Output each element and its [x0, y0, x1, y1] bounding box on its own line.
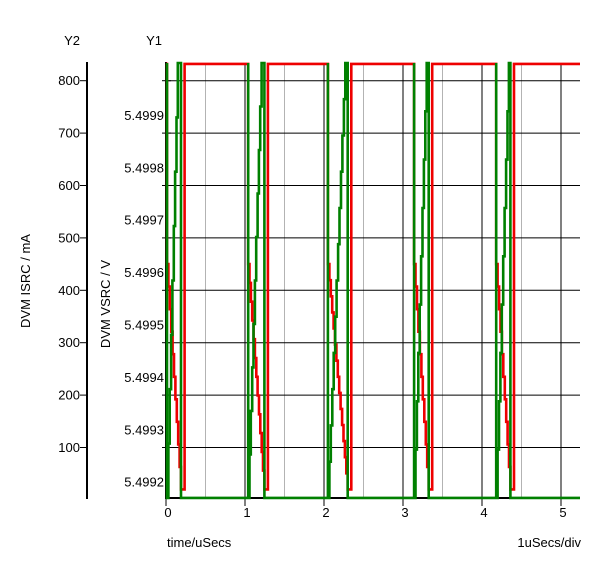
y2-axis-title: DVM ISRC / mA — [18, 234, 33, 328]
x-axis-title: time/uSecs — [167, 535, 232, 550]
y2-tick-label: 700 — [58, 126, 80, 141]
x-tick-label: 0 — [164, 505, 171, 520]
x-tick-label: 3 — [401, 505, 408, 520]
y2-tick-label: 200 — [58, 388, 80, 403]
y2-axis-name-label: Y2 — [64, 33, 80, 48]
trace-curves — [165, 61, 580, 500]
y2-tick-label: 600 — [58, 178, 80, 193]
y1-tick-label: 5.4998 — [124, 160, 164, 175]
y2-tick-label: 100 — [58, 440, 80, 455]
minor-gridlines — [205, 63, 522, 498]
y1-axis-title: DVM VSRC / V — [98, 260, 113, 348]
major-gridlines — [166, 63, 580, 498]
y2-tick-label: 300 — [58, 335, 80, 350]
y1-tick-label: 5.4992 — [124, 475, 164, 490]
y1-tick-label: 5.4994 — [124, 370, 164, 385]
y2-tick-label: 500 — [58, 230, 80, 245]
y1-axis-name-label: Y1 — [146, 33, 162, 48]
vsrc-trace — [165, 61, 580, 500]
isrc-trace — [165, 62, 580, 491]
y1-tick-label: 5.4996 — [124, 265, 164, 280]
y1-tick-label: 5.4997 — [124, 213, 164, 228]
y1-tick-label: 5.4993 — [124, 422, 164, 437]
x-axis-scale-label: 1uSecs/div — [517, 535, 581, 550]
x-tick-label: 4 — [480, 505, 487, 520]
x-tick-label: 2 — [322, 505, 329, 520]
axis-ticks — [80, 80, 562, 506]
y1-tick-label: 5.4999 — [124, 108, 164, 123]
y2-tick-label: 400 — [58, 283, 80, 298]
x-tick-label: 5 — [559, 505, 566, 520]
tick-labels: 800 700 600 500 400 300 200 100 5.4999 5.4998 5.49… — [58, 73, 566, 520]
y2-tick-label: 800 — [58, 73, 80, 88]
x-tick-label: 1 — [243, 505, 250, 520]
y1-tick-label: 5.4995 — [124, 318, 164, 333]
